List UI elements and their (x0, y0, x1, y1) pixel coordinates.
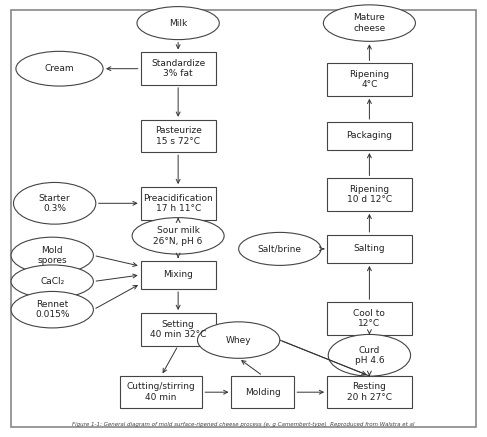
Text: Cutting/stirring
40 min: Cutting/stirring 40 min (127, 382, 196, 402)
Text: Standardize
3% fat: Standardize 3% fat (151, 59, 205, 78)
Ellipse shape (323, 5, 415, 42)
Text: Preacidification
17 h 11°C: Preacidification 17 h 11°C (143, 194, 213, 213)
Ellipse shape (132, 218, 224, 254)
FancyBboxPatch shape (327, 302, 412, 335)
Text: Molding: Molding (245, 388, 281, 397)
Text: Mixing: Mixing (163, 271, 193, 279)
Text: Resting
20 h 27°C: Resting 20 h 27°C (347, 382, 392, 402)
FancyBboxPatch shape (327, 376, 412, 409)
Text: Pasteurize
15 s 72°C: Pasteurize 15 s 72°C (155, 126, 202, 146)
Text: CaCl₂: CaCl₂ (40, 277, 64, 286)
Text: Setting
40 min 32°C: Setting 40 min 32°C (150, 319, 206, 339)
Text: Salt/brine: Salt/brine (258, 244, 302, 253)
Text: Rennet
0.015%: Rennet 0.015% (35, 300, 70, 319)
Ellipse shape (328, 334, 411, 376)
Text: Mature
cheese: Mature cheese (353, 14, 386, 33)
FancyBboxPatch shape (141, 52, 216, 85)
Text: Whey: Whey (226, 336, 251, 345)
Ellipse shape (239, 232, 321, 265)
FancyBboxPatch shape (327, 178, 412, 211)
FancyBboxPatch shape (141, 120, 216, 152)
Text: Ripening
10 d 12°C: Ripening 10 d 12°C (347, 185, 392, 205)
Ellipse shape (11, 291, 94, 328)
FancyBboxPatch shape (327, 122, 412, 150)
FancyBboxPatch shape (231, 376, 294, 409)
Text: Mold
spores: Mold spores (37, 246, 67, 265)
FancyBboxPatch shape (327, 235, 412, 263)
Text: Cool to
12°C: Cool to 12°C (354, 309, 385, 328)
Text: Packaging: Packaging (346, 132, 393, 141)
Ellipse shape (16, 51, 103, 86)
Text: Milk: Milk (169, 19, 187, 28)
Ellipse shape (198, 322, 280, 358)
Text: Cream: Cream (45, 64, 75, 73)
Text: Starter
0.3%: Starter 0.3% (39, 194, 71, 213)
Ellipse shape (14, 183, 96, 224)
FancyBboxPatch shape (120, 376, 202, 409)
FancyBboxPatch shape (141, 313, 216, 346)
Ellipse shape (137, 7, 219, 40)
FancyBboxPatch shape (141, 187, 216, 219)
Text: Ripening
4°C: Ripening 4°C (349, 70, 390, 89)
Text: Salting: Salting (354, 244, 385, 253)
Text: Figure 1-1: General diagram of mold surface-ripened cheese process (e. g Camembe: Figure 1-1: General diagram of mold surf… (72, 422, 415, 427)
Text: Curd
pH 4.6: Curd pH 4.6 (355, 346, 384, 365)
FancyBboxPatch shape (141, 261, 216, 289)
Ellipse shape (11, 237, 94, 274)
Text: Sour milk
26°N, pH 6: Sour milk 26°N, pH 6 (153, 226, 203, 246)
Ellipse shape (11, 265, 94, 298)
FancyBboxPatch shape (327, 63, 412, 96)
